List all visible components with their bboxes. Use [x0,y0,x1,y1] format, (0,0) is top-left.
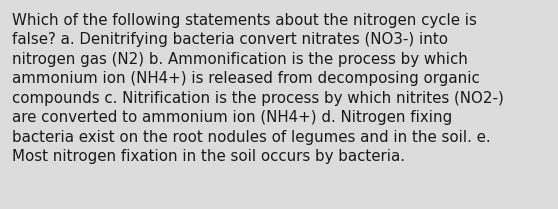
Text: Which of the following statements about the nitrogen cycle is
false? a. Denitrif: Which of the following statements about … [12,13,504,164]
